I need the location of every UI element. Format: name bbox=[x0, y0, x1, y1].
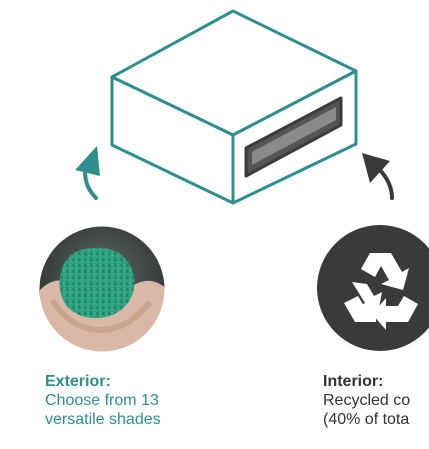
recycle-icon bbox=[317, 225, 429, 351]
interior-caption: Interior: Recycled co (40% of tota bbox=[323, 372, 410, 429]
exterior-desc-line1: Choose from 13 bbox=[45, 392, 159, 409]
curved-arrow-icon bbox=[75, 146, 100, 200]
interior-desc-line1: Recycled co bbox=[323, 392, 411, 409]
interior-title: Interior: bbox=[323, 373, 384, 390]
granules-in-hands-image bbox=[38, 225, 166, 353]
box-opening bbox=[244, 96, 343, 178]
exterior-desc-line2: versatile shades bbox=[45, 411, 161, 428]
curved-arrow-icon bbox=[362, 153, 394, 200]
box-icon bbox=[110, 9, 358, 205]
interior-desc-line2: (40% of tota bbox=[323, 411, 410, 428]
exterior-caption: Exterior: Choose from 13 versatile shade… bbox=[45, 372, 161, 429]
exterior-title: Exterior: bbox=[45, 373, 111, 390]
